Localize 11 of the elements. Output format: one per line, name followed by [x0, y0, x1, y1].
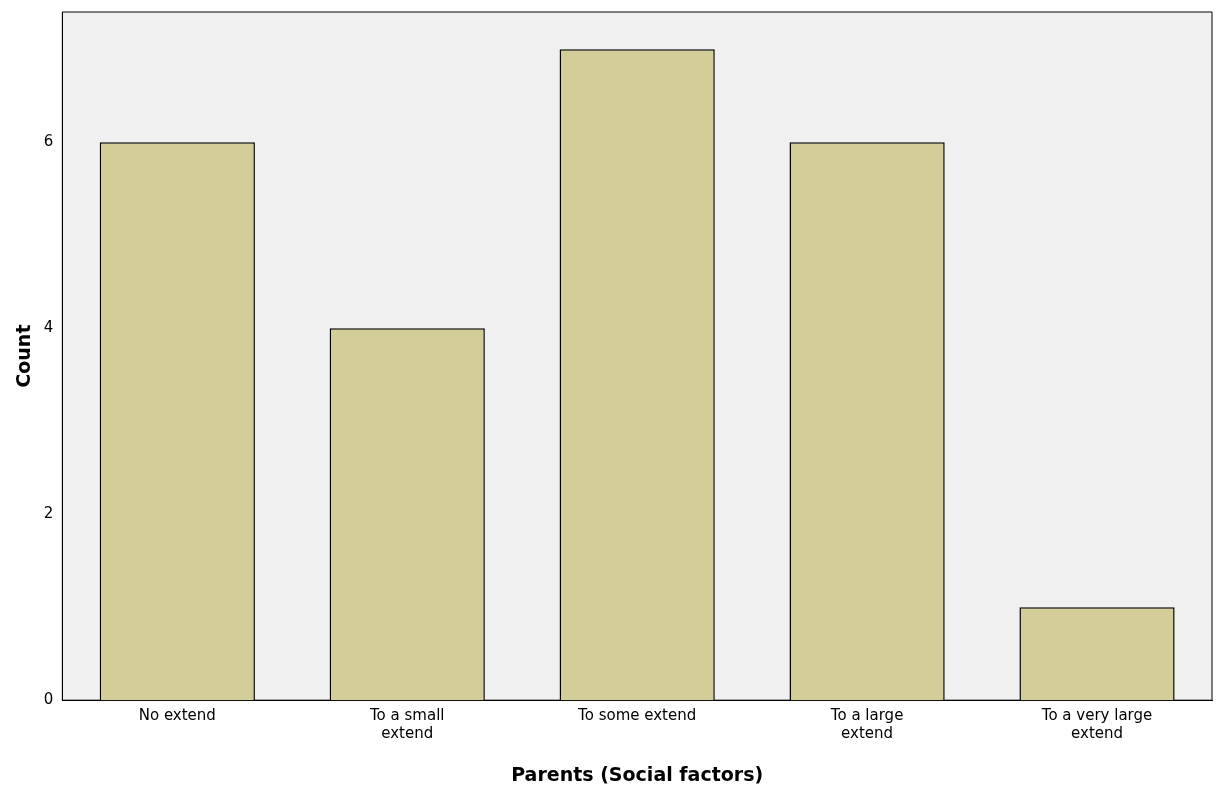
y-tick-label: 6 — [43, 132, 54, 151]
y-tick-label: 2 — [43, 504, 54, 523]
x-tick-label: To a small extend — [369, 706, 445, 743]
x-tick-label: To a large extend — [829, 706, 904, 743]
x-tick-label: No extend — [138, 706, 216, 725]
x-tick-label: To a very large extend — [1040, 706, 1153, 743]
x-tick-label: To some extend — [577, 706, 697, 725]
y-tick-label: 0 — [43, 690, 54, 709]
x-axis-title: Parents (Social factors) — [511, 762, 764, 785]
y-axis-title: Count — [12, 324, 35, 388]
y-tick-label: 4 — [43, 318, 54, 337]
